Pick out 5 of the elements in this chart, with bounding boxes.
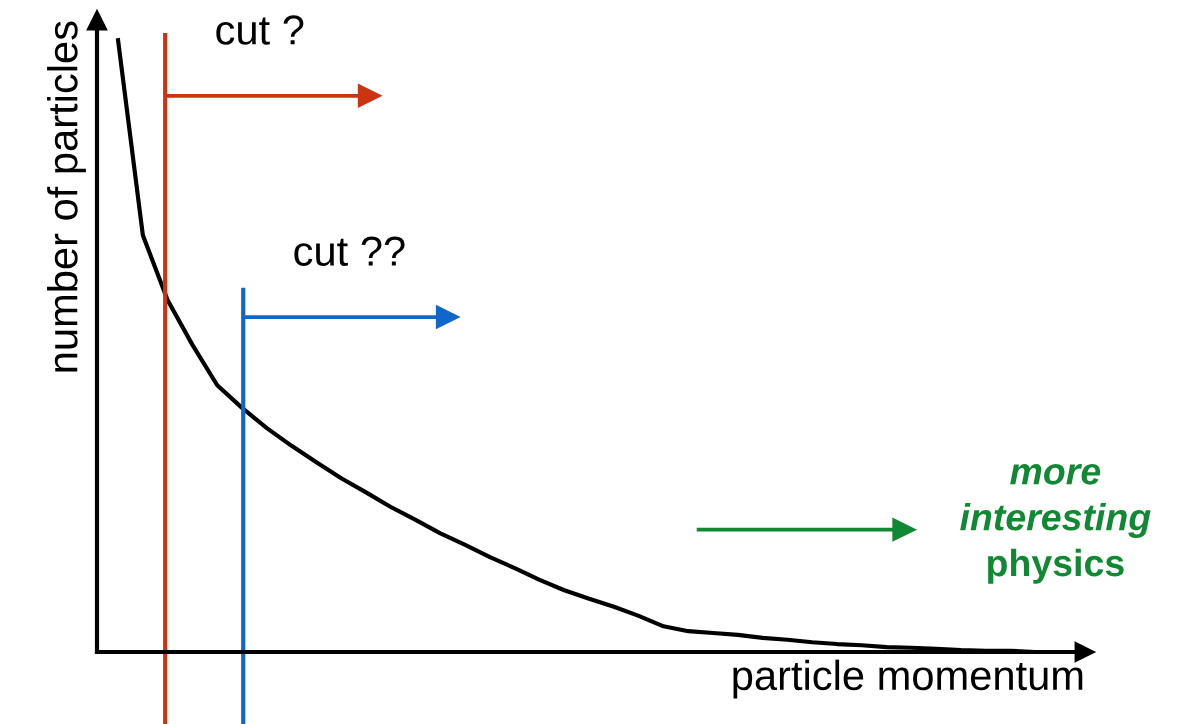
x-axis-title: particle momentum: [733, 659, 1083, 699]
annotation: more interesting physics: [960, 464, 1151, 584]
text: cut ??: [294, 236, 405, 266]
y-axis-title: number of particles: [47, 21, 86, 372]
text: cut ?: [216, 15, 304, 45]
